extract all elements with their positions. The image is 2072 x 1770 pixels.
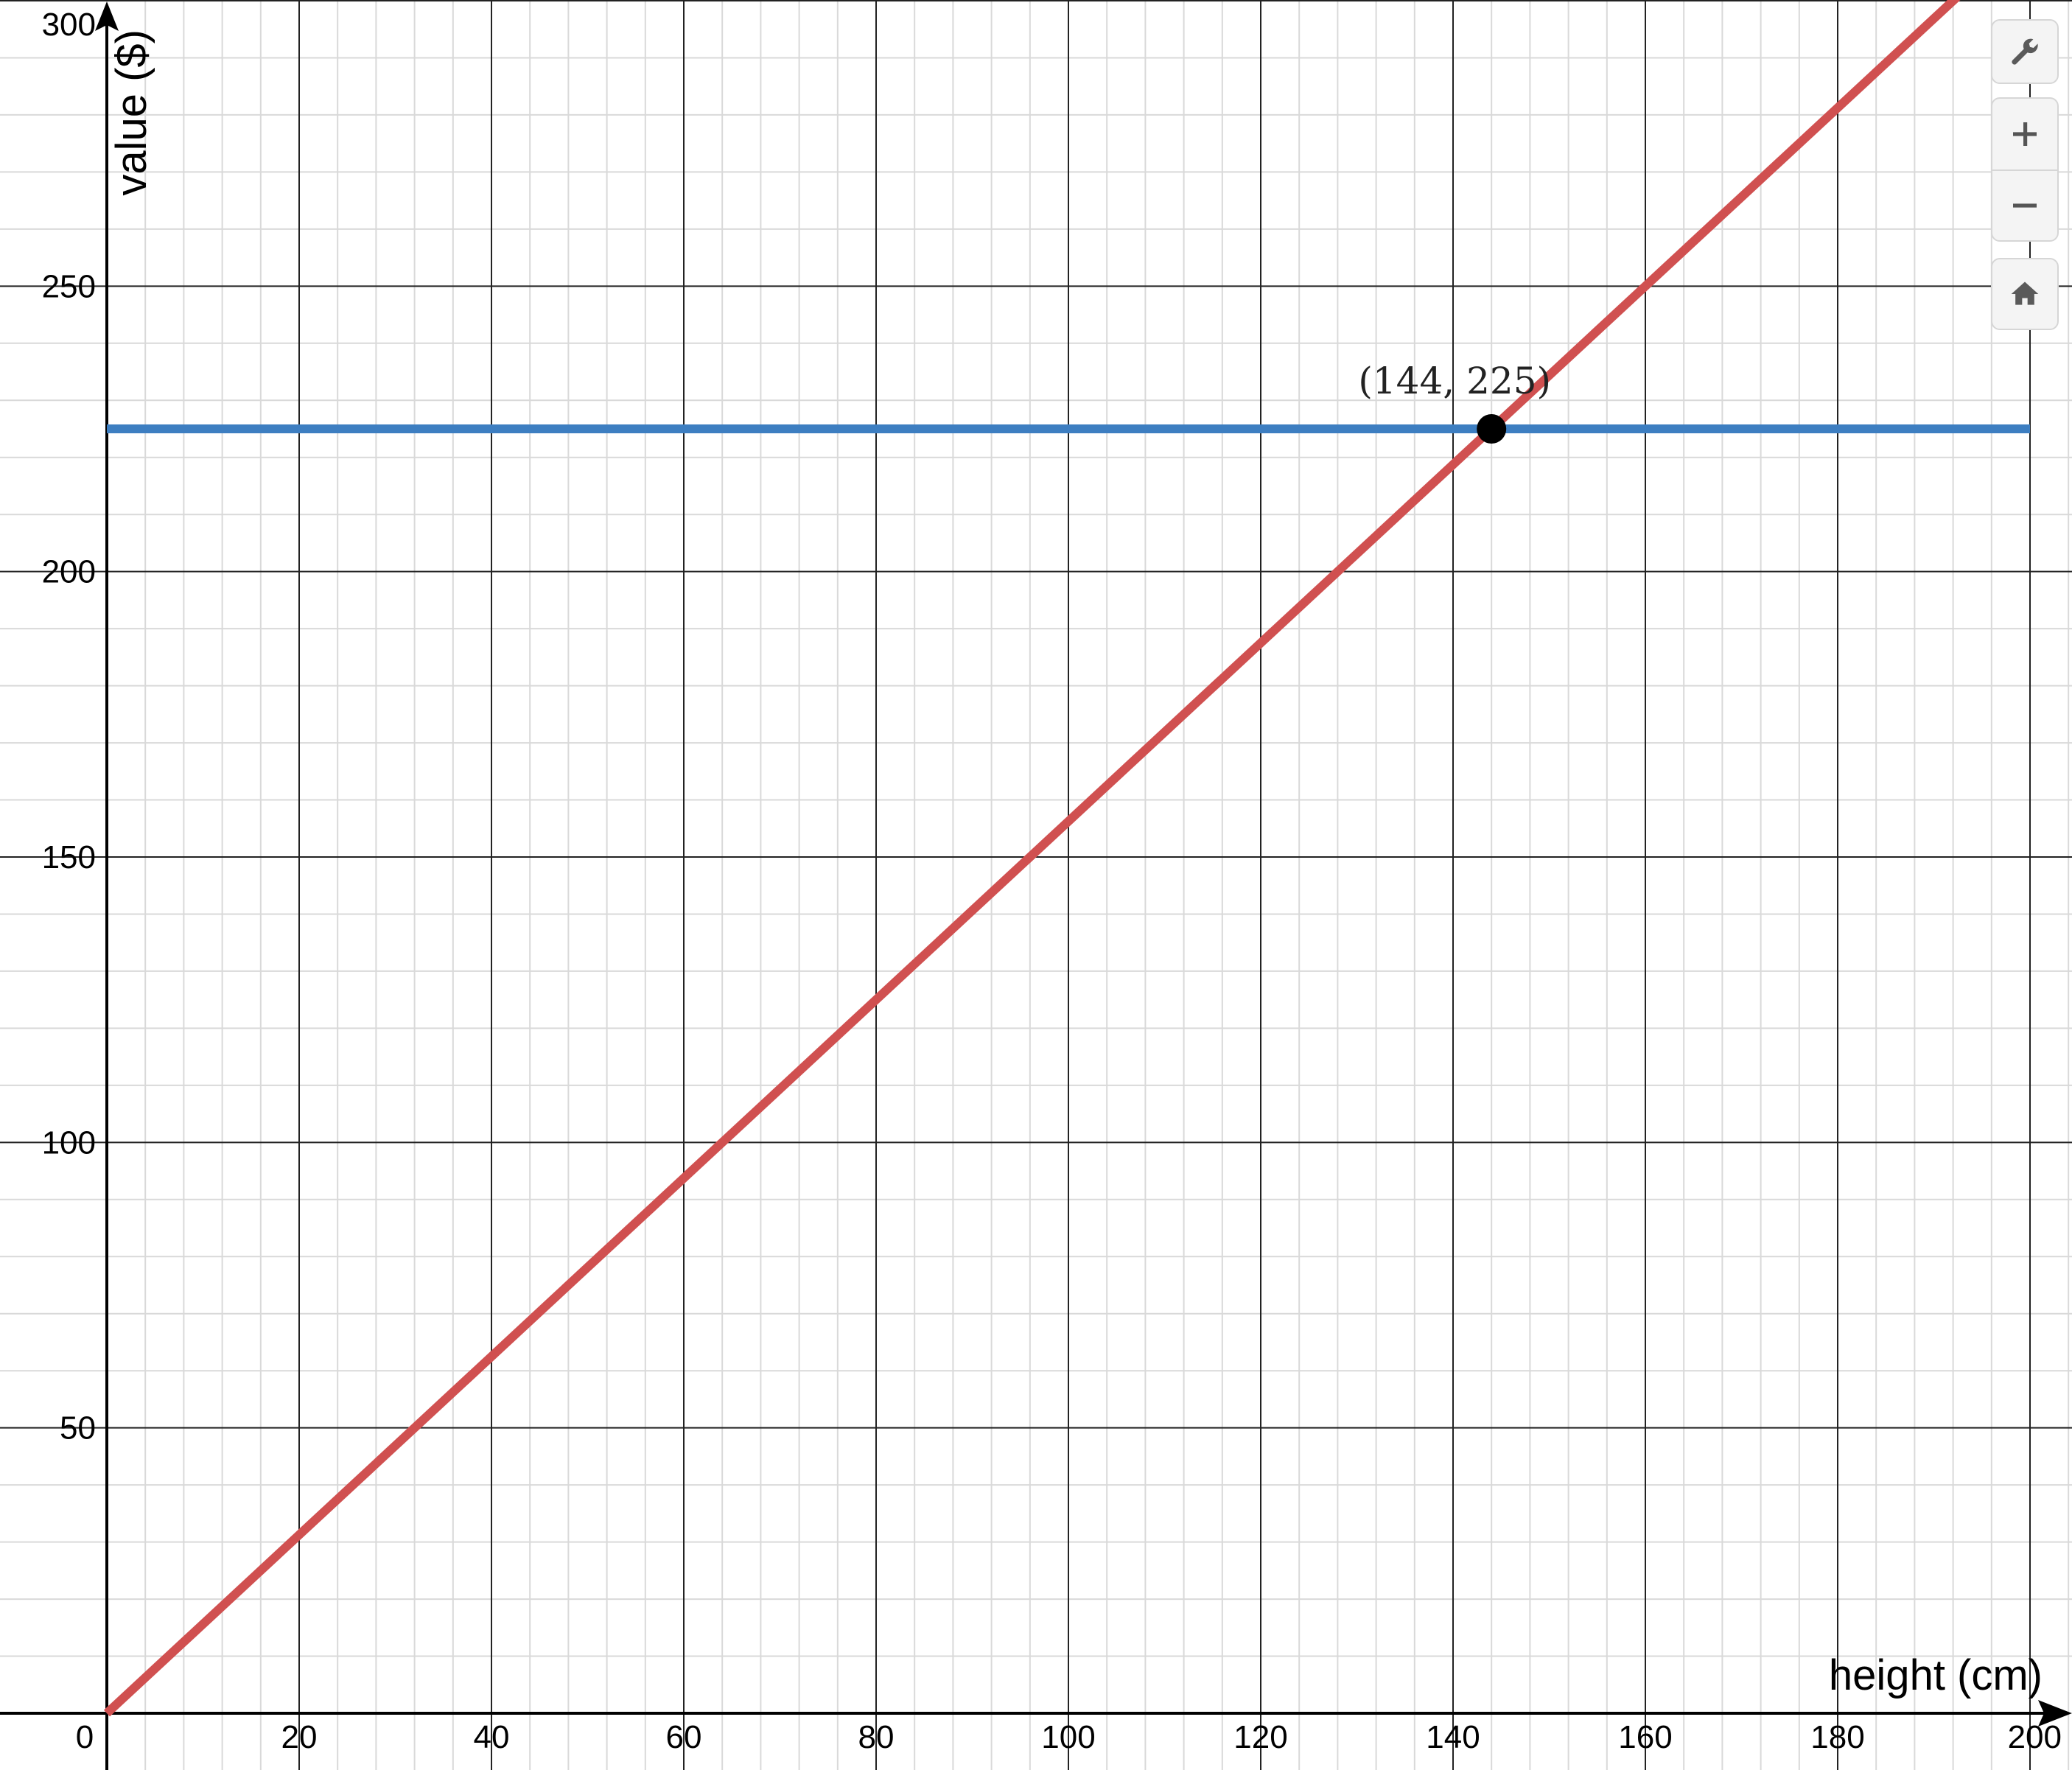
zoom-out-button[interactable] — [1991, 169, 2059, 242]
x-axis-arrow — [2038, 1700, 2072, 1727]
series-layer — [103, 0, 2030, 1717]
x-axis-title: height (cm) — [1829, 1651, 2043, 1699]
tick-labels: 0 20 40 60 80 100 120 140 160 180 200 50 100 150 200 25… — [42, 7, 2062, 1755]
default-viewport-button[interactable] — [1991, 258, 2059, 330]
x-tick-label: 60 — [666, 1719, 702, 1755]
graph-settings-button[interactable] — [1991, 19, 2059, 84]
y-tick-label: 200 — [42, 554, 96, 590]
home-icon — [2011, 281, 2039, 305]
y-tick-label: 150 — [42, 839, 96, 875]
y-axis-arrow — [95, 1, 119, 31]
y-tick-label: 50 — [60, 1410, 96, 1447]
series-line-1 — [103, 0, 1961, 1717]
x-tick-label: 160 — [1618, 1719, 1672, 1755]
x-tick-label: 40 — [474, 1719, 510, 1755]
plus-icon — [2013, 122, 2037, 146]
zoom-in-button[interactable] — [1991, 97, 2059, 169]
x-tick-label: 200 — [2008, 1719, 2062, 1755]
x-tick-label: 100 — [1041, 1719, 1095, 1755]
x-tick-label: 120 — [1233, 1719, 1287, 1755]
x-tick-label: 180 — [1810, 1719, 1864, 1755]
y-tick-label: 300 — [42, 7, 96, 43]
intersection-point-label: (144, 225) — [1358, 360, 1551, 402]
x-tick-label: 0 — [76, 1719, 94, 1755]
y-tick-label: 250 — [42, 268, 96, 304]
points-layer[interactable]: (144, 225) — [1358, 360, 1551, 444]
y-tick-label: 100 — [42, 1124, 96, 1161]
x-tick-label: 140 — [1426, 1719, 1480, 1755]
wrench-icon — [2012, 38, 2038, 65]
minus-icon — [2013, 203, 2037, 208]
x-tick-label: 20 — [281, 1719, 318, 1755]
intersection-point[interactable] — [1477, 414, 1507, 444]
y-axis-title: value ($) — [108, 29, 155, 196]
x-tick-label: 80 — [858, 1719, 895, 1755]
